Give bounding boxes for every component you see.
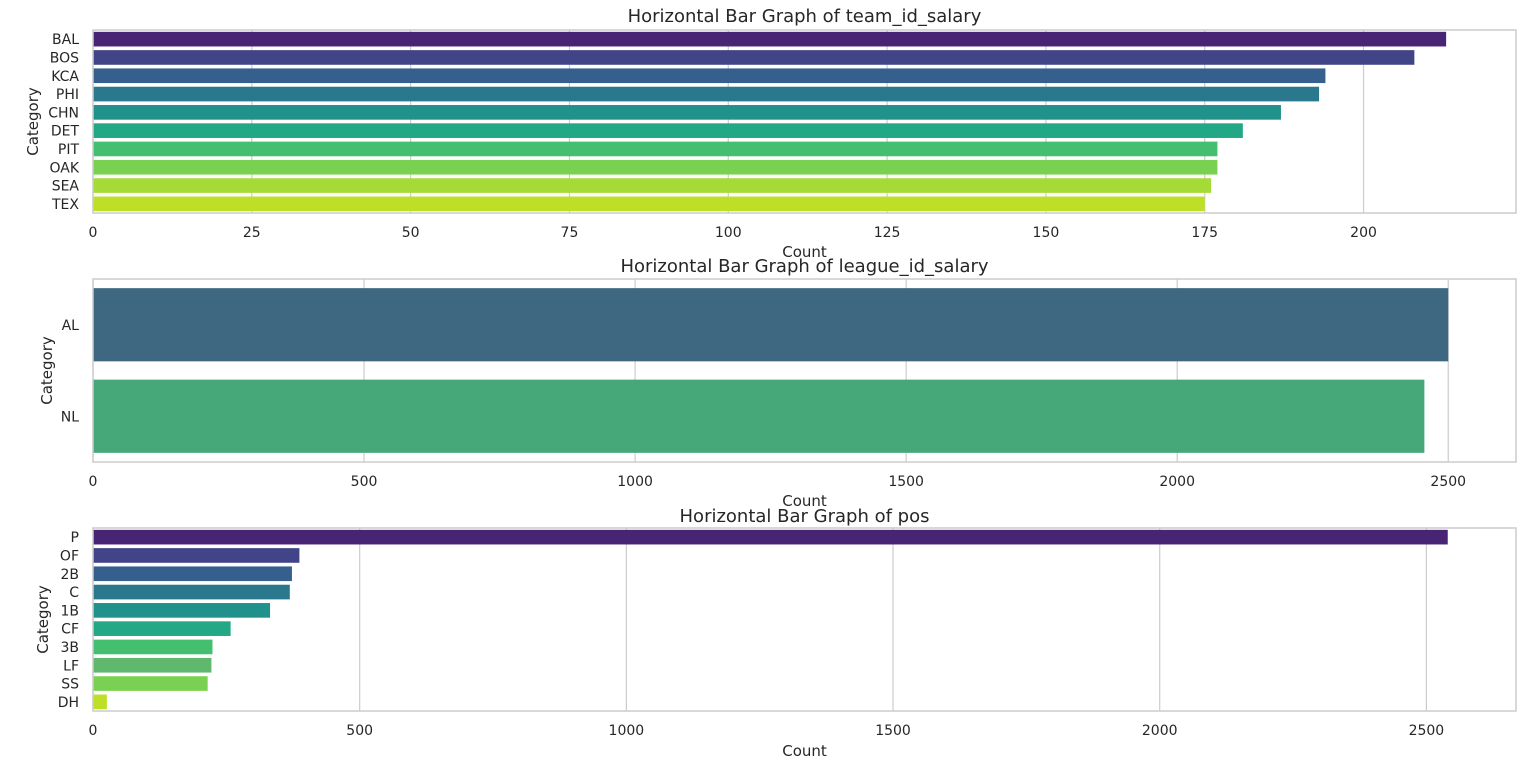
x-tick-label: 500 (346, 723, 373, 739)
bar-1b (93, 603, 271, 618)
y-tick-label: SEA (52, 179, 80, 195)
bar-cf (93, 621, 231, 636)
bar-of (93, 548, 300, 563)
bar-det (93, 123, 1243, 138)
chart-title: Horizontal Bar Graph of pos (680, 506, 930, 527)
bar-al (93, 288, 1449, 362)
x-tick-label: 150 (1033, 225, 1060, 241)
x-axis-label: Count (782, 243, 827, 261)
bar-kca (93, 68, 1326, 84)
plot-frame (92, 278, 1517, 463)
bar-sea (93, 178, 1212, 193)
bar-tex (93, 196, 1205, 212)
x-tick-label: 1500 (875, 723, 911, 739)
x-tick-label: 2000 (1142, 723, 1178, 739)
y-tick-label: NL (61, 409, 79, 425)
y-tick-label: CF (61, 622, 79, 638)
x-tick-label: 0 (89, 225, 98, 241)
x-tick-label: 500 (351, 474, 378, 490)
plot-frame (92, 527, 1517, 712)
x-tick-label: 100 (715, 225, 742, 241)
y-tick-label: OAK (49, 160, 79, 176)
x-tick-label: 25 (243, 225, 261, 241)
y-tick-label: OF (60, 548, 79, 564)
bar-pit (93, 141, 1218, 157)
bar-chn (93, 105, 1281, 120)
x-tick-label: 0 (89, 474, 98, 490)
y-tick-label: SS (61, 677, 79, 693)
y-tick-label: DH (58, 695, 79, 711)
y-tick-label: PHI (56, 87, 79, 103)
bar-c (93, 584, 290, 600)
bar-oak (93, 159, 1218, 175)
y-tick-label: BAL (52, 32, 79, 48)
x-tick-label: 50 (402, 225, 420, 241)
x-tick-label: 2000 (1159, 474, 1195, 490)
bar-phi (93, 86, 1320, 102)
bar-dh (93, 694, 107, 710)
chart-panel-3: P OF 2B C 1B CF 3B LF SS DH 0 500 1000 1500 2000 2500 Ho… (34, 506, 1517, 760)
y-axis-label: Category (38, 336, 56, 405)
y-axis-label: Category (34, 585, 52, 654)
chart-title: Horizontal Bar Graph of team_id_salary (628, 6, 982, 27)
x-tick-label: 0 (89, 723, 98, 739)
bar-2b (93, 566, 292, 582)
y-tick-label: 1B (60, 603, 79, 619)
x-tick-label: 75 (561, 225, 579, 241)
x-tick-label: 200 (1350, 225, 1377, 241)
x-tick-label: 2500 (1409, 723, 1445, 739)
x-axis-label: Count (782, 742, 827, 760)
bar-p (93, 529, 1448, 545)
bar-3b (93, 639, 213, 655)
y-tick-label: AL (62, 318, 80, 334)
x-tick-label: 2500 (1430, 474, 1466, 490)
x-tick-label: 1500 (888, 474, 924, 490)
y-tick-label: 2B (60, 567, 79, 583)
x-tick-label: 1000 (617, 474, 653, 490)
chart-panel-1: BAL BOS KCA PHI CHN DET PIT OAK SEA TEX 0 25 50 75 100… (24, 6, 1517, 261)
x-tick-label: 125 (874, 225, 901, 241)
y-axis-label: Category (24, 87, 42, 156)
chart-panel-2: AL NL 0 500 1000 1500 2000 2500 Horizontal Bar G… (38, 256, 1517, 510)
x-axis-label: Count (782, 492, 827, 510)
x-tick-label: 175 (1191, 225, 1218, 241)
y-tick-label: TEX (51, 197, 79, 213)
y-tick-label: 3B (60, 640, 79, 656)
y-tick-label: KCA (51, 69, 79, 85)
bar-bos (93, 50, 1415, 65)
bar-ss (93, 676, 208, 691)
chart-title: Horizontal Bar Graph of league_id_salary (620, 256, 988, 277)
y-tick-label: CHN (48, 105, 79, 121)
y-tick-label: LF (63, 658, 79, 674)
y-tick-label: C (69, 585, 79, 601)
y-tick-label: DET (51, 124, 80, 140)
bar-bal (93, 31, 1447, 47)
bar-nl (93, 379, 1425, 453)
y-tick-label: PIT (58, 142, 80, 158)
x-tick-label: 1000 (609, 723, 645, 739)
plot-frame (92, 29, 1517, 214)
y-tick-label: BOS (50, 50, 79, 66)
y-tick-label: P (71, 530, 79, 546)
bar-lf (93, 657, 212, 673)
